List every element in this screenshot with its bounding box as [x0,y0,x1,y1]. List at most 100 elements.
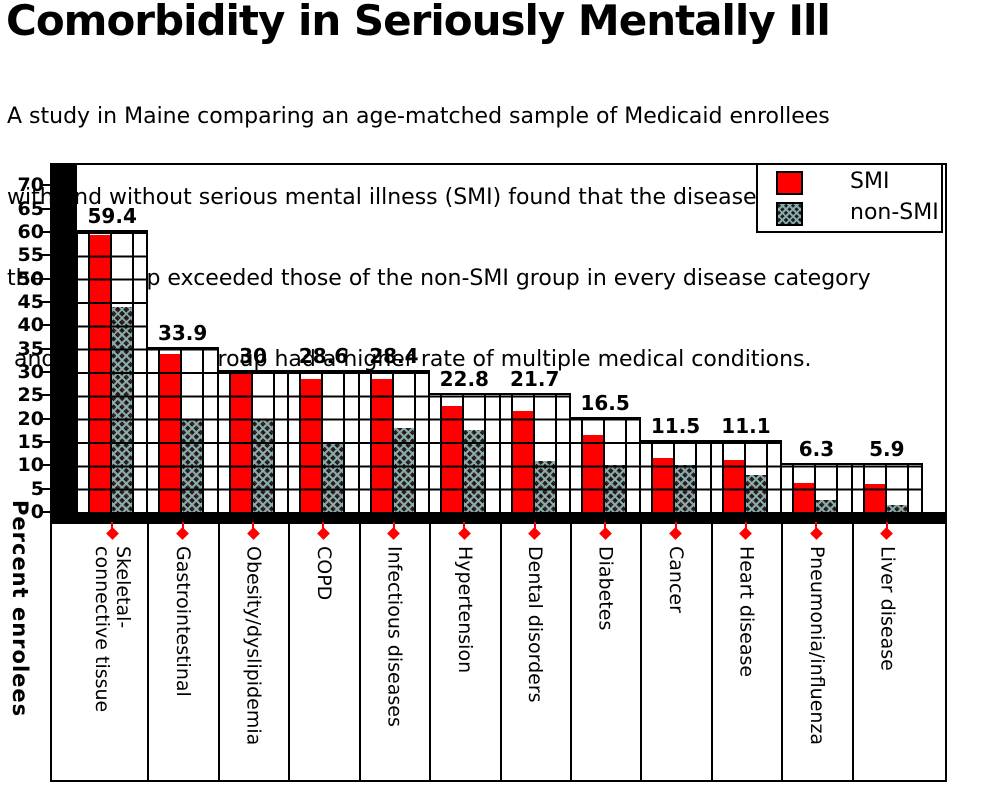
nonsmi-bar [815,500,838,512]
y-axis-tick [42,207,50,210]
smi-bar [722,460,745,512]
nonsmi-bar [111,306,133,512]
y-axis-tick-label: 55 [17,244,44,267]
category-label-cell: Skeletal- connective tissue [77,546,147,780]
smi-bar [581,434,604,512]
category-box [850,463,924,512]
category-marker-diamond [739,527,753,540]
smi-bar [793,482,816,512]
category-label: COPD [312,546,335,601]
bar-value-label: 21.7 [510,367,560,392]
smi-bar [511,410,534,512]
category-label: Gastrointestinal [172,546,195,697]
category-box [216,369,290,512]
subtitle-line-1: A study in Maine comparing an age-matche… [7,104,830,129]
y-axis-tick-label: 25 [17,384,44,407]
plot-top-border [50,163,947,165]
category-label-cell: Hypertension [429,546,499,780]
bar-value-label: 5.9 [869,437,905,462]
bar-value-label: 59.4 [87,203,137,228]
nonsmi-bar [674,465,697,512]
nonsmi-bar [744,474,767,512]
nonsmi-bar [533,460,556,512]
category-separator [781,524,784,780]
y-axis-tick-label: 60 [17,220,44,243]
legend-smi-label: SMI [850,169,890,194]
nonsmi-bar [181,418,204,512]
y-axis-tick-label: 50 [17,267,44,290]
category-box [146,346,219,512]
y-axis-tick [42,440,50,443]
category-label: Hypertension [453,546,476,674]
category-marker-stem [111,522,114,530]
bar-value-label: 28.4 [369,343,419,368]
category-label: Heart disease [735,546,758,678]
category-label-cell: Gastrointestinal [147,546,217,780]
y-axis-tick [42,347,50,350]
smi-bar [159,353,182,512]
y-axis-tick [42,487,50,490]
category-label-cell: Dental disorders [500,546,570,780]
y-axis-tick [42,254,50,257]
category-marker-stem [533,522,536,530]
y-axis-tick-label: 45 [17,290,44,313]
nonsmi-bar [885,504,908,512]
category-marker-diamond [669,527,682,540]
y-axis-thick-wall [50,163,77,524]
label-area-left-border [50,524,52,782]
y-axis-tick-label: 65 [17,197,44,220]
category-label-cell: Infectious diseases [359,546,429,780]
nonsmi-bar [392,427,415,512]
category-marker-stem [815,522,818,530]
category-marker-diamond [387,527,401,540]
category-box [568,416,642,512]
category-label-cell: Diabetes [570,546,640,780]
y-axis-tick-label: 0 [30,501,44,523]
category-label: Liver disease [876,546,899,671]
category-label-cell: Heart disease [711,546,781,780]
category-label: Infectious diseases [383,546,406,727]
smi-bar [441,405,464,512]
nonsmi-bar [463,430,486,512]
category-label: Dental disorders [524,546,547,703]
nonsmi-bar [251,418,274,512]
y-axis-tick-label: 70 [17,174,44,197]
smi-bar [229,371,252,512]
category-marker-stem [885,522,888,530]
y-axis-tick [42,184,50,187]
y-axis-title: Percent enrolees [8,500,32,718]
y-axis-tick-label: 10 [17,454,44,477]
category-label-cell: COPD [288,546,358,780]
y-axis-tick [42,230,50,233]
category-box [709,439,783,512]
category-label: Diabetes [594,546,617,631]
category-box [357,369,431,512]
category-box [287,369,360,512]
category-marker-diamond [176,527,189,540]
category-separator [851,524,854,780]
category-marker-diamond [880,527,894,540]
category-separator [499,524,502,780]
plot-right-border [945,163,947,782]
bar-value-label: 28.6 [298,343,349,368]
category-box [428,393,501,512]
category-separator [358,524,361,780]
y-axis-tick-label: 30 [17,360,44,383]
category-label: Skeletal- connective tissue [91,546,135,713]
bar-value-label: 30 [239,343,267,368]
category-marker-diamond [457,527,471,540]
smi-bar [652,458,675,512]
y-axis-tick [42,464,50,467]
category-separator [569,524,572,780]
nonsmi-bar [603,465,626,512]
category-marker-stem [744,522,747,530]
category-marker-stem [322,522,325,530]
y-axis-tick-label: 15 [17,430,44,453]
bar-value-label: 6.3 [798,437,835,462]
y-axis-tick [42,394,50,397]
bar-value-label: 11.1 [721,413,771,438]
category-label-cell: Obesity/dyslipidemia [218,546,288,780]
category-box [498,393,571,512]
